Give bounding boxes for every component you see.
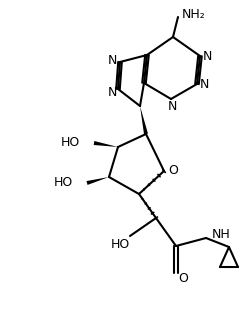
Text: N: N [202, 50, 212, 63]
Text: HO: HO [54, 176, 73, 190]
Text: O: O [168, 164, 178, 177]
Text: NH: NH [212, 227, 231, 240]
Text: O: O [178, 272, 188, 285]
Polygon shape [94, 141, 118, 147]
Text: NH₂: NH₂ [182, 8, 206, 20]
Text: N: N [167, 100, 177, 114]
Text: N: N [199, 78, 209, 91]
Text: N: N [107, 86, 117, 99]
Text: N: N [107, 53, 117, 66]
Polygon shape [87, 177, 109, 185]
Text: HO: HO [61, 135, 80, 149]
Text: HO: HO [110, 238, 130, 251]
Polygon shape [140, 106, 148, 135]
